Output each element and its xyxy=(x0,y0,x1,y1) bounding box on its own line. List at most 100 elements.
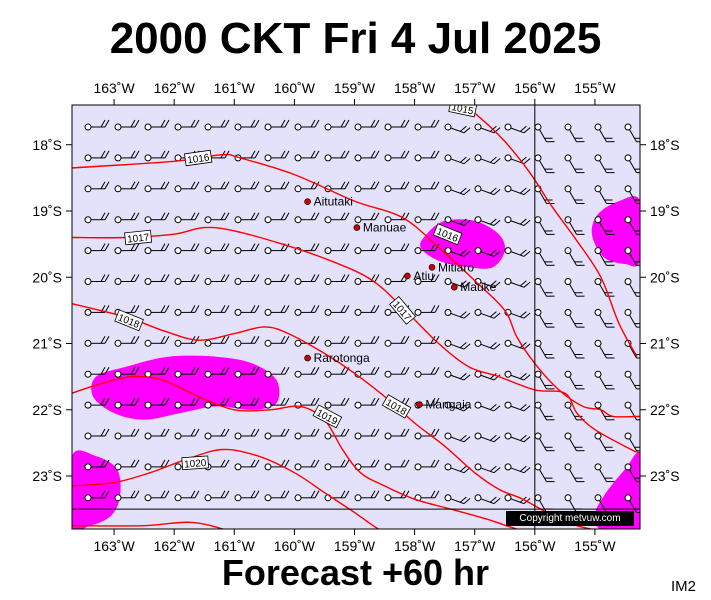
wind-barb-glyph xyxy=(534,216,555,235)
wind-barb-glyph xyxy=(594,308,615,328)
wind-barb-glyph xyxy=(234,119,260,131)
barb-feather xyxy=(434,397,440,406)
chart-title: 2000 CKT Fri 4 Jul 2025 xyxy=(109,14,602,63)
barb-feather xyxy=(190,428,196,437)
wind-barb xyxy=(324,212,350,224)
barb-feather xyxy=(544,446,553,448)
barb-shaft xyxy=(510,374,525,381)
wind-barb xyxy=(204,119,230,131)
barb-feather xyxy=(340,366,346,375)
wind-barb xyxy=(444,216,471,226)
wind-barb xyxy=(144,428,170,440)
island-dot xyxy=(450,283,458,291)
barb-feather xyxy=(224,274,230,282)
barb-feather xyxy=(400,366,406,375)
barb-feather xyxy=(574,168,583,170)
wind-barb-glyph xyxy=(414,150,440,162)
wind-barb xyxy=(84,119,110,131)
barb-feather xyxy=(434,305,440,313)
wind-barb-glyph xyxy=(474,370,501,381)
wind-barb-glyph xyxy=(624,494,640,514)
lon-tick-label-bottom: 155˚W xyxy=(574,538,616,554)
barb-feather xyxy=(489,187,497,194)
station-circle xyxy=(204,339,212,347)
barb-feather xyxy=(284,119,290,128)
barb-feather xyxy=(604,323,613,325)
barb-feather xyxy=(544,354,553,356)
barb-feather xyxy=(493,312,501,319)
corner-label: IM2 xyxy=(671,578,697,595)
barb-feather xyxy=(340,243,346,251)
wind-barb xyxy=(414,274,440,285)
wind-barb-glyph xyxy=(474,216,501,226)
isobar-label-box xyxy=(184,149,213,167)
wind-barb xyxy=(564,185,585,205)
barb-shaft xyxy=(539,314,547,328)
barb-feather xyxy=(523,250,531,257)
barb-feather xyxy=(459,156,467,163)
lon-tick-label-top: 155˚W xyxy=(574,80,616,96)
lon-tick-label-bottom: 163˚W xyxy=(93,538,135,554)
barb-shaft xyxy=(599,500,607,513)
barb-feather xyxy=(434,490,440,499)
wind-barb xyxy=(504,216,531,226)
station-circle xyxy=(144,463,152,471)
barb-feather xyxy=(314,243,320,251)
barb-feather xyxy=(459,496,467,503)
wind-barb-glyph xyxy=(294,490,320,502)
barb-feather xyxy=(604,477,613,479)
barb-feather xyxy=(310,243,316,251)
barb-feather xyxy=(519,280,527,287)
barb-feather xyxy=(493,189,501,195)
barb-feather xyxy=(430,490,436,499)
barb-feather xyxy=(100,366,106,375)
station-circle xyxy=(264,370,272,378)
lat-tick-label-right: 22˚S xyxy=(650,402,680,418)
barb-shaft xyxy=(450,405,465,412)
station-circle xyxy=(354,247,362,255)
wind-barb xyxy=(114,243,140,255)
barb-feather xyxy=(374,305,380,313)
wind-barb xyxy=(204,336,230,347)
station-circle xyxy=(234,463,242,471)
barb-feather xyxy=(284,274,290,282)
station-circle xyxy=(354,216,362,224)
wind-barb xyxy=(624,185,640,205)
wind-barb xyxy=(84,212,110,224)
barb-feather xyxy=(220,305,226,313)
barb-shaft xyxy=(510,467,525,474)
barb-feather xyxy=(194,397,200,406)
station-circle xyxy=(294,432,302,440)
wind-barb-glyph xyxy=(594,185,615,205)
isobar-line xyxy=(72,226,640,454)
barb-shaft xyxy=(539,407,547,421)
wind-barb xyxy=(204,366,230,378)
barb-feather xyxy=(546,419,555,421)
wind-barb xyxy=(264,366,290,378)
wind-barb xyxy=(384,119,410,131)
barb-feather xyxy=(280,212,286,220)
barb-feather xyxy=(519,373,527,380)
wind-barb-glyph xyxy=(594,154,615,174)
lon-tick-label-bottom: 160˚W xyxy=(274,538,316,554)
barb-feather xyxy=(463,436,471,443)
wind-barb xyxy=(354,459,380,471)
barb-feather xyxy=(489,280,497,287)
barb-feather xyxy=(250,397,256,406)
wind-barb-glyph xyxy=(534,308,555,328)
wind-barb xyxy=(414,459,440,471)
station-circle xyxy=(414,216,422,224)
barb-feather xyxy=(463,405,471,412)
barb-feather xyxy=(430,181,436,190)
wind-barb xyxy=(354,119,380,131)
station-circle xyxy=(204,216,212,224)
station-circle xyxy=(384,308,392,316)
wind-barb-glyph xyxy=(564,278,585,297)
barb-feather xyxy=(546,450,555,452)
island-marker: Mitiaro xyxy=(428,260,474,274)
barb-feather xyxy=(400,336,406,344)
station-circle xyxy=(264,123,272,131)
wind-barb-glyph xyxy=(474,247,501,257)
barb-feather xyxy=(194,366,200,375)
barb-feather xyxy=(489,311,497,318)
